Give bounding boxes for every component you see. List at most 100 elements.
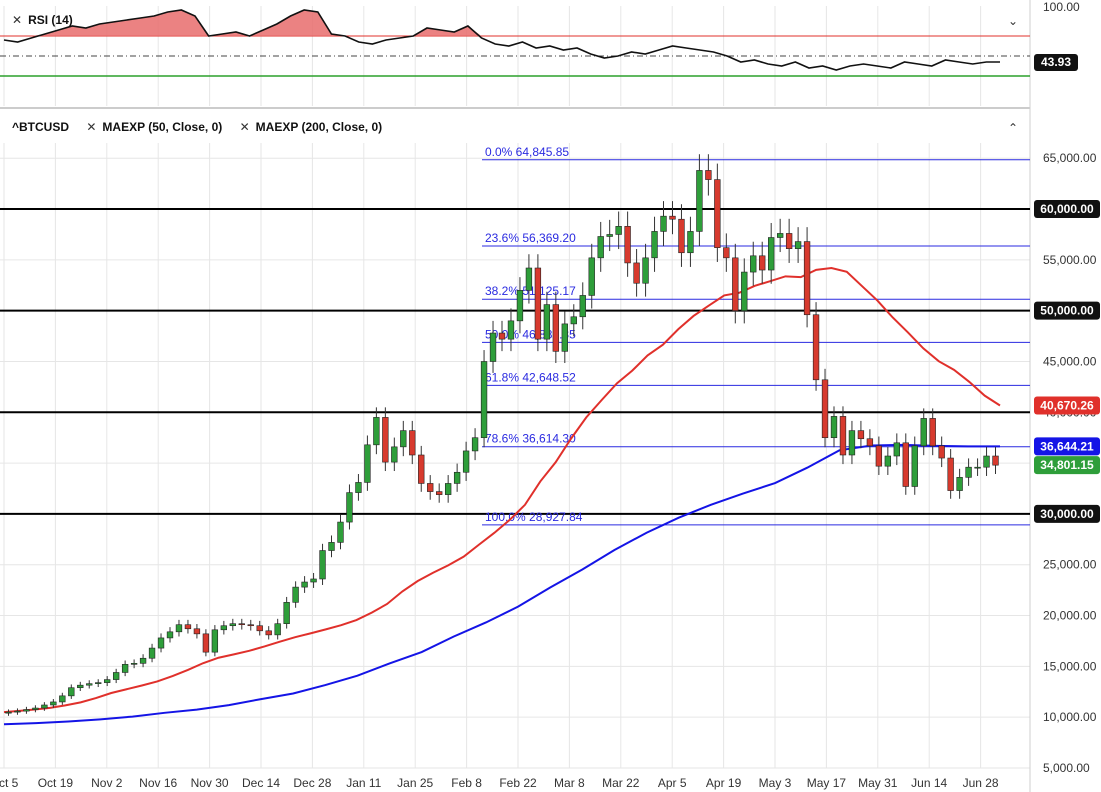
candle-body — [687, 231, 694, 254]
candle-body — [32, 707, 39, 710]
candle-body — [741, 271, 748, 311]
candle-body — [112, 672, 120, 680]
candle-body — [23, 709, 30, 712]
candle-body — [642, 257, 649, 284]
fib-label: 38.2% 51,125.17 — [485, 284, 576, 298]
candle-body — [444, 483, 452, 495]
candle-body — [660, 215, 667, 232]
candle-body — [238, 623, 245, 626]
candle-body — [848, 430, 856, 456]
price-badge — [1034, 456, 1100, 475]
candle-body — [157, 637, 165, 649]
fib-label: 100.0% 28,927.84 — [485, 510, 583, 524]
candle-body — [812, 314, 820, 381]
candle-body — [929, 418, 936, 447]
candle-body — [543, 304, 551, 340]
remove-rsi-icon[interactable]: ✕ — [12, 13, 23, 27]
y-tick-label: 15,000.00 — [1043, 659, 1097, 673]
candle-body — [498, 332, 506, 340]
candle-body — [624, 226, 631, 264]
candle-body — [803, 241, 811, 316]
x-tick-label: Feb 8 — [451, 776, 482, 790]
candle-body — [59, 695, 66, 703]
candle-body — [211, 629, 219, 653]
y-tick-label: 45,000.00 — [1043, 354, 1097, 368]
price-badge-label: 30,000.00 — [1040, 507, 1094, 521]
price-badge — [1034, 437, 1100, 456]
price-badge-label: 50,000.00 — [1040, 304, 1094, 318]
x-tick-label: Jun 14 — [911, 776, 947, 790]
candle-body — [723, 247, 730, 259]
x-tick-label: Apr 5 — [658, 776, 687, 790]
price-badge — [1034, 200, 1100, 219]
y-tick-label: 25,000.00 — [1043, 558, 1097, 572]
candle-body — [480, 361, 488, 439]
candle-body — [516, 290, 524, 322]
candle-body — [373, 417, 380, 446]
candle-body — [337, 521, 344, 543]
candle-body — [283, 602, 290, 624]
candle-body — [956, 477, 963, 491]
candle-body — [776, 233, 784, 238]
candle-body — [750, 255, 757, 273]
candle-body — [229, 623, 236, 627]
candle-body — [579, 295, 586, 318]
x-tick-label: Mar 8 — [554, 776, 585, 790]
candle-body — [768, 237, 775, 271]
candle-body — [471, 437, 479, 452]
candle-body — [651, 231, 658, 259]
candle-body — [121, 664, 129, 673]
candle-body — [220, 625, 228, 631]
candle-body — [884, 455, 892, 467]
candle-body — [301, 581, 308, 588]
rsi-line — [3, 9, 1000, 71]
candle-body — [166, 631, 174, 639]
x-tick-label: May 31 — [858, 776, 898, 790]
candle-body — [319, 550, 326, 580]
candle-body — [292, 586, 299, 603]
fib-label: 23.6% 56,369.20 — [485, 231, 576, 245]
candle-body — [86, 683, 93, 686]
y-tick-label: 20,000.00 — [1043, 609, 1097, 623]
candle-body — [409, 430, 416, 456]
candle-body — [68, 687, 75, 697]
candle-body — [714, 179, 721, 248]
candle-body — [507, 320, 515, 340]
candle-body — [875, 445, 883, 467]
price-badge-label: 40,670.26 — [1040, 398, 1094, 412]
x-tick-label: Nov 16 — [139, 776, 177, 790]
chevron-up-icon[interactable]: ⌃ — [1008, 121, 1019, 135]
price-badge — [1034, 301, 1100, 320]
candle-body — [104, 679, 111, 683]
candle-body — [41, 704, 48, 709]
remove-ma50-icon[interactable]: ✕ — [86, 120, 97, 134]
fib-label: 78.6% 36,614.30 — [485, 432, 576, 446]
chevron-down-icon[interactable]: ⌄ — [1008, 14, 1019, 28]
fib-label: 0.0% 64,845.85 — [485, 145, 569, 159]
remove-ma200-icon[interactable]: ✕ — [239, 120, 250, 134]
candle-body — [821, 379, 829, 439]
price-badge-label: 60,000.00 — [1040, 202, 1094, 216]
price-badge — [1034, 396, 1100, 415]
ma50-label: MAEXP (50, Close, 0) — [102, 120, 223, 134]
candle-body — [920, 418, 927, 447]
rsi-label: RSI (14) — [28, 13, 73, 27]
candle-body — [669, 215, 676, 220]
candle-body — [866, 438, 874, 447]
ma50-line — [3, 266, 1001, 714]
candle-body — [974, 466, 981, 469]
rsi-value-badge — [1034, 54, 1078, 71]
x-tick-label: Apr 19 — [706, 776, 742, 790]
candle-body — [310, 578, 317, 583]
candle-body — [256, 625, 263, 632]
candle-body — [77, 684, 84, 689]
candle-body — [938, 445, 945, 459]
ma50-legend: ✕ MAEXP (50, Close, 0) — [86, 120, 222, 134]
candle-body — [274, 623, 281, 636]
candle-body — [175, 624, 183, 633]
candle-body — [436, 491, 443, 495]
candle-body — [184, 624, 192, 630]
candle-body — [785, 233, 793, 249]
candle-body — [705, 170, 712, 180]
